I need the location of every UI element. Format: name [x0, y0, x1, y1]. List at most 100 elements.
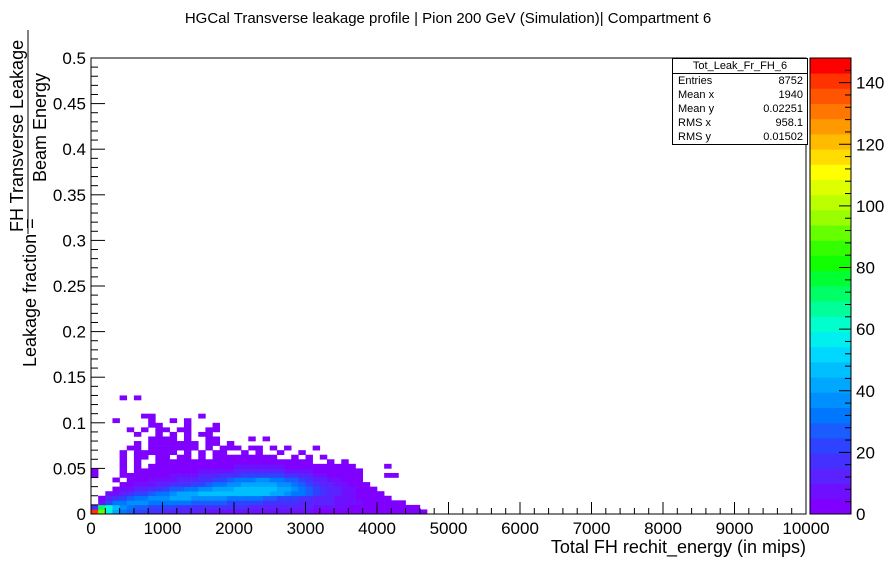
heatmap-cell: [98, 504, 106, 510]
heatmap-cell: [133, 504, 142, 510]
heatmap-cell: [176, 468, 185, 474]
heatmap-cell: [312, 472, 321, 478]
heatmap-cell: [355, 491, 363, 497]
heatmap-cell: [219, 472, 228, 478]
heatmap-cell: [255, 450, 263, 456]
colorbar-segment: [810, 179, 851, 196]
heatmap-cell: [241, 459, 249, 465]
heatmap-cell: [241, 468, 249, 474]
colorbar-segment: [810, 346, 851, 363]
heatmap-cell: [326, 482, 335, 487]
heatmap-cell: [212, 482, 220, 487]
heatmap-cell: [241, 491, 249, 497]
heatmap-cell: [298, 500, 306, 506]
heatmap-cells: [91, 395, 428, 515]
heatmap-cell: [155, 445, 163, 451]
heatmap-cell: [255, 495, 263, 501]
heatmap-cell: [305, 486, 313, 492]
heatmap-cell: [183, 504, 192, 510]
heatmap-cell: [91, 509, 99, 515]
heatmap-cell: [362, 504, 371, 510]
heatmap-cell: [384, 504, 392, 510]
colorbar-tick-label: 60: [856, 320, 875, 339]
heatmap-cell: [162, 463, 170, 469]
heatmap-cell: [183, 468, 192, 474]
heatmap-cell: [191, 445, 199, 451]
heatmap-cell: [212, 504, 220, 510]
heatmap-cell: [133, 500, 142, 506]
colorbar-segment: [810, 331, 851, 348]
heatmap-cell: [341, 477, 349, 483]
colorbar-tick-label: 0: [856, 505, 865, 524]
heatmap-cell: [198, 500, 206, 506]
heatmap-cell: [312, 509, 321, 515]
heatmap-cell: [198, 482, 206, 487]
heatmap-cell: [133, 509, 142, 515]
heatmap-cell: [183, 477, 192, 483]
heatmap-cell: [98, 500, 106, 506]
heatmap-cell: [341, 500, 349, 506]
heatmap-cell: [355, 504, 363, 510]
heatmap-cell: [234, 477, 242, 483]
heatmap-cell: [355, 477, 363, 483]
heatmap-cell: [319, 491, 328, 497]
heatmap-cell: [348, 468, 356, 474]
heatmap-cell: [255, 472, 263, 478]
heatmap-cell: [276, 504, 285, 510]
heatmap-cell: [369, 500, 378, 506]
heatmap-cell: [248, 454, 256, 460]
x-tick-label: 5000: [430, 519, 468, 538]
heatmap-cell: [205, 486, 213, 492]
heatmap-cell: [298, 491, 306, 497]
colorbar-segment: [810, 149, 851, 165]
stats-row-mean-y: Mean y 0.02251: [673, 102, 807, 116]
heatmap-cell: [241, 482, 249, 487]
heatmap-cell: [176, 495, 185, 501]
heatmap-cell: [119, 454, 128, 460]
heatmap-cell: [169, 500, 178, 506]
heatmap-cell: [391, 509, 399, 515]
heatmap-cell: [291, 486, 299, 492]
heatmap-cell: [234, 500, 242, 506]
heatmap-cell: [176, 441, 185, 446]
heatmap-cell: [291, 509, 299, 515]
heatmap-cell: [205, 445, 213, 451]
heatmap-cell: [284, 500, 292, 506]
heatmap-cell: [355, 486, 363, 492]
heatmap-cell: [141, 450, 149, 456]
heatmap-cell: [148, 445, 156, 451]
heatmap-cell: [183, 422, 192, 428]
heatmap-cell: [291, 495, 299, 501]
colorbar-segment: [810, 301, 851, 317]
heatmap-cell: [248, 463, 256, 469]
heatmap-cell: [405, 509, 414, 515]
heatmap-cell: [219, 491, 228, 497]
heatmap-cell: [112, 418, 120, 424]
heatmap-cell: [226, 472, 235, 478]
heatmap-cell: [155, 436, 163, 442]
heatmap-cell: [284, 509, 292, 515]
colorbar-segment: [810, 407, 851, 424]
colorbar-segment: [810, 422, 851, 439]
heatmap-cell: [241, 509, 249, 515]
heatmap-cell: [362, 486, 371, 492]
heatmap-cell: [148, 422, 156, 428]
heatmap-cell: [198, 431, 206, 437]
heatmap-cell: [141, 482, 149, 487]
heatmap-cell: [212, 491, 220, 497]
colorbar-segment: [810, 438, 851, 454]
heatmap-cell: [162, 468, 170, 474]
heatmap-cell: [369, 491, 378, 497]
heatmap-cell: [291, 454, 299, 460]
heatmap-cell: [348, 495, 356, 501]
heatmap-cell: [226, 454, 235, 460]
heatmap-cell: [98, 509, 106, 515]
heatmap-cell: [191, 500, 199, 506]
heatmap-cell: [212, 468, 220, 474]
heatmap-cell: [276, 495, 285, 501]
heatmap-cell: [326, 472, 335, 478]
heatmap-cell: [183, 418, 192, 424]
heatmap-cell: [305, 463, 313, 469]
heatmap-cell: [377, 500, 385, 506]
heatmap-cell: [284, 486, 292, 492]
